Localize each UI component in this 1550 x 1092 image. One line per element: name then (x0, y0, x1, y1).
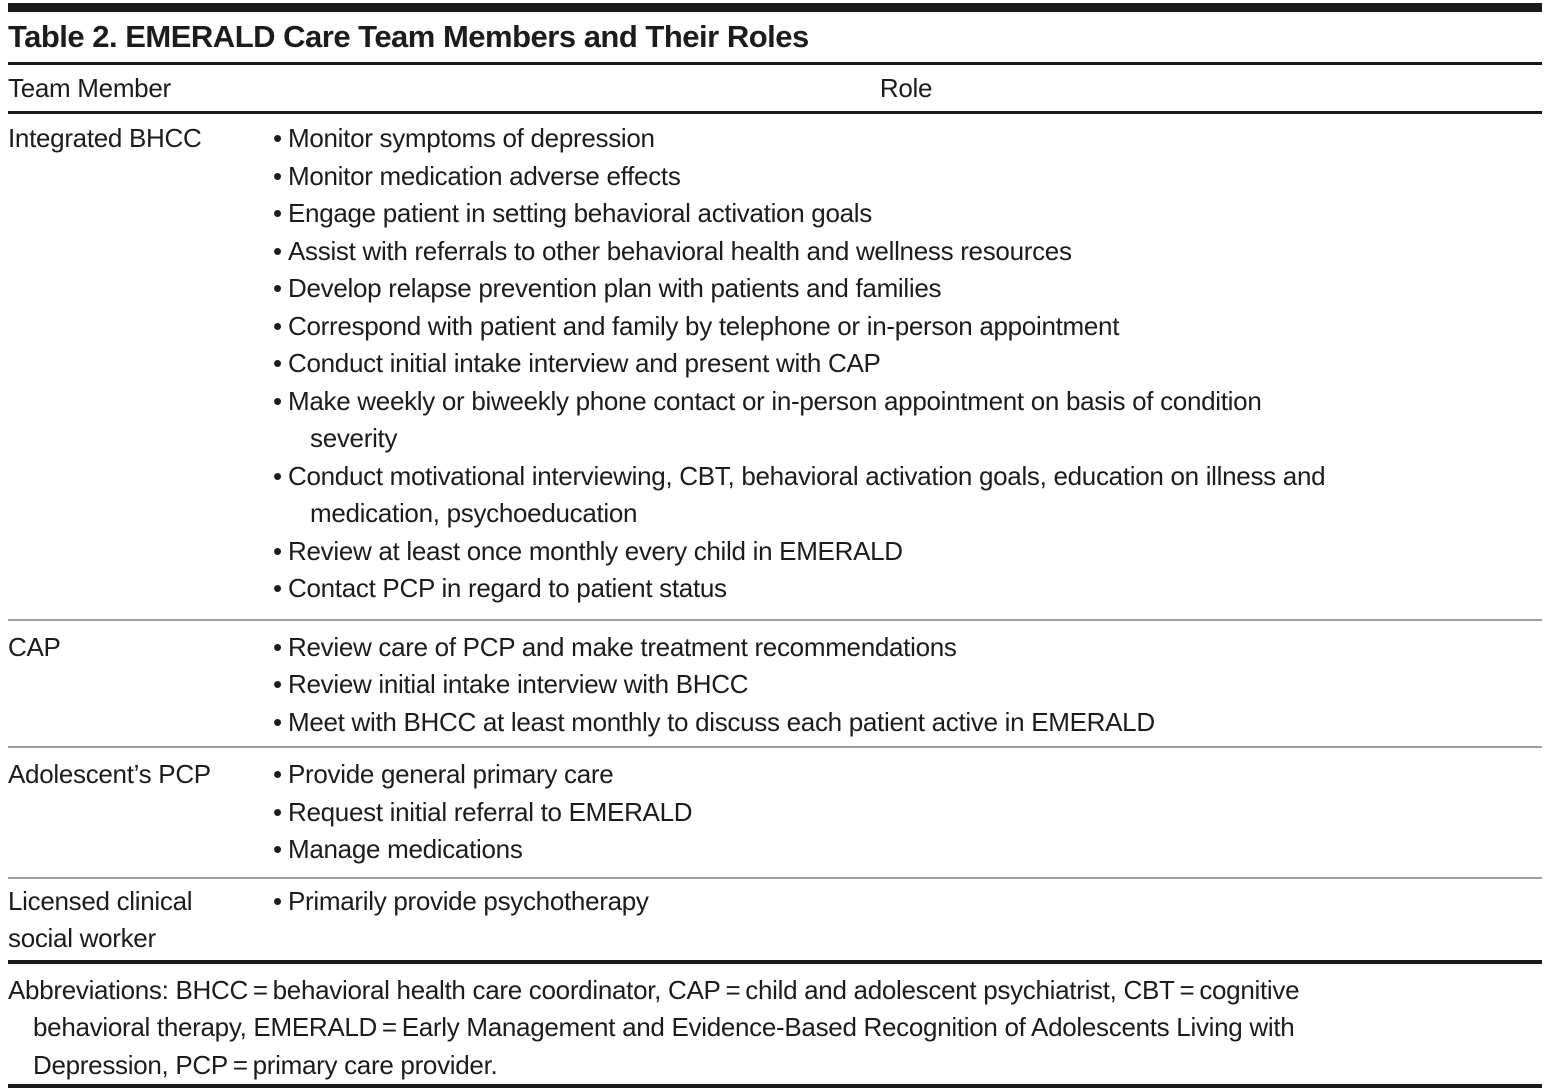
bullet-text: Review at least once monthly every child… (288, 535, 903, 566)
bullet-item: • Monitor medication adverse effects (270, 158, 1542, 196)
bullet-text: Engage patient in setting behavioral act… (288, 198, 872, 228)
bullet-item: • Conduct motivational interviewing, CBT,… (270, 458, 1542, 496)
bullet-text: Assist with referrals to other behaviora… (288, 235, 1072, 266)
table-row: Integrated BHCC • Monitor symptoms of depr… (8, 114, 1542, 619)
bullet-icon: • (273, 235, 282, 266)
team-member-cell: Integrated BHCC (8, 120, 270, 608)
bullet-item: • Review at least once monthly every chil… (270, 533, 1542, 571)
role-cell: • Monitor symptoms of depression • Monitor … (270, 120, 1542, 608)
bullet-item: • Engage patient in setting behavioral ac… (270, 195, 1542, 233)
column-header-team-member: Team Member (8, 73, 171, 103)
bullet-icon: • (273, 535, 282, 566)
bullet-item: • Review initial intake interview with BH… (270, 666, 1542, 704)
table-bottom-rule (8, 1084, 1542, 1088)
bullet-item: • Assist with referrals to other behavior… (270, 233, 1542, 271)
team-member-name: Adolescent’s PCP (8, 759, 211, 789)
bullet-text-continuation: medication, psychoeducation (310, 498, 638, 528)
title-bottom-rule (8, 62, 1542, 65)
bullet-icon: • (273, 273, 282, 303)
team-member-cell: Licensed clinical social worker (8, 883, 270, 958)
bullet-text: Meet with BHCC at least monthly to discu… (288, 706, 1155, 737)
bullet-item: • Review care of PCP and make treatment r… (270, 629, 1542, 667)
bullet-text: Manage medications (288, 834, 523, 864)
table-top-rule (8, 3, 1542, 12)
header-bottom-rule (8, 111, 1542, 114)
bullet-item: • Correspond with patient and family by t… (270, 308, 1542, 346)
bullet-text: Primarily provide psychotherapy (288, 885, 649, 916)
bullet-icon: • (273, 796, 282, 827)
team-member-name: Licensed clinical (8, 885, 193, 916)
bullet-icon: • (273, 834, 282, 864)
bullet-icon: • (273, 310, 282, 341)
bullet-icon: • (273, 573, 282, 603)
role-cell: • Review care of PCP and make treatment r… (270, 629, 1542, 742)
bullet-text: Conduct initial intake interview and pre… (288, 348, 881, 378)
bullet-text: Develop relapse prevention plan with pat… (288, 273, 942, 303)
team-member-cell: CAP (8, 629, 270, 742)
table-title: Table 2. EMERALD Care Team Members and T… (8, 19, 809, 54)
bullet-item: • Provide general primary care (270, 756, 1542, 794)
bullet-icon: • (273, 885, 282, 916)
bullet-icon: • (273, 123, 282, 153)
bullet-item: • Meet with BHCC at least monthly to disc… (270, 704, 1542, 742)
bullet-item: • Primarily provide psychotherapy (270, 883, 1542, 921)
bullet-text: Contact PCP in regard to patient status (288, 573, 727, 603)
table-row: Licensed clinical social worker • Primarily… (8, 876, 1542, 960)
bullet-text: Correspond with patient and family by te… (288, 310, 1120, 341)
team-member-name: social worker (8, 923, 156, 953)
role-cell: • Provide general primary care • Request in… (270, 756, 1542, 869)
bullet-icon: • (273, 160, 282, 191)
bullet-text: Review initial intake interview with BHC… (288, 669, 749, 699)
bullet-icon: • (273, 759, 282, 789)
bullet-item: • Contact PCP in regard to patient status (270, 570, 1542, 608)
bullet-text: Request initial referral to EMERALD (288, 796, 693, 827)
team-member-name: Integrated BHCC (8, 123, 202, 153)
bullet-icon: • (273, 706, 282, 737)
footnote-line: behavioral therapy, EMERALD = Early Mana… (33, 1012, 1295, 1042)
table-row: Adolescent’s PCP • Provide general primary… (8, 746, 1542, 877)
footnote-line: Abbreviations: BHCC = behavioral health … (8, 974, 1300, 1005)
bullet-icon: • (273, 669, 282, 699)
column-header-row: Team Member Role (8, 65, 1542, 111)
bullet-icon: • (273, 460, 282, 491)
bullet-text: Provide general primary care (288, 759, 614, 789)
bullet-text-continuation: severity (310, 423, 398, 453)
role-cell: • Primarily provide psychotherapy (270, 883, 1542, 958)
bullet-icon: • (273, 385, 282, 416)
team-member-name: CAP (8, 631, 61, 662)
bullet-text: Monitor medication adverse effects (288, 160, 681, 191)
bullet-icon: • (273, 198, 282, 228)
bullet-text: Make weekly or biweekly phone contact or… (288, 385, 1262, 416)
bullet-item: • Request initial referral to EMERALD (270, 794, 1542, 832)
bullet-text: Conduct motivational interviewing, CBT, … (288, 460, 1326, 491)
bullet-item: • Develop relapse prevention plan with pa… (270, 270, 1542, 308)
bullet-item: • Conduct initial intake interview and pr… (270, 345, 1542, 383)
bullet-icon: • (273, 348, 282, 378)
bullet-item: • Monitor symptoms of depression (270, 120, 1542, 158)
bullet-text: Monitor symptoms of depression (288, 123, 655, 153)
table-row: CAP • Review care of PCP and make treatmen… (8, 618, 1542, 747)
table-body: Integrated BHCC • Monitor symptoms of depr… (8, 114, 1542, 960)
team-member-cell: Adolescent’s PCP (8, 756, 270, 869)
column-header-role: Role (879, 73, 933, 103)
bullet-icon: • (273, 631, 282, 662)
footnote-top-rule (8, 959, 1542, 964)
table-footnote: Abbreviations: BHCC = behavioral health … (8, 964, 1542, 1085)
footnote-line: Depression, PCP = primary care provider. (33, 1049, 498, 1080)
bullet-text: Review care of PCP and make treatment re… (288, 631, 957, 662)
bullet-item: • Manage medications (270, 831, 1542, 869)
bullet-item: • Make weekly or biweekly phone contact o… (270, 383, 1542, 421)
